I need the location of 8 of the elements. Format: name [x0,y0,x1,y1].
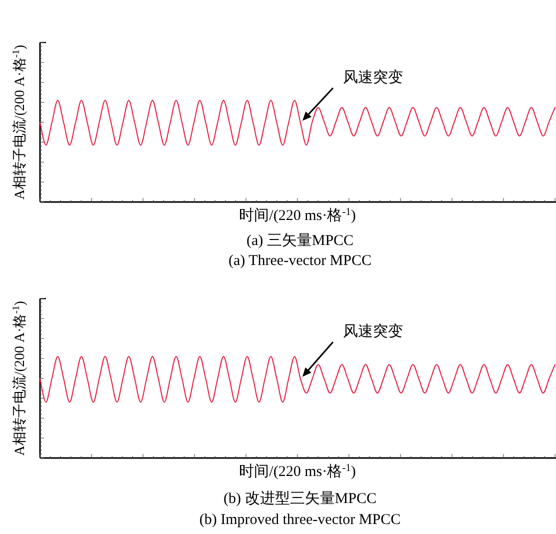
text: 风速突变 [343,69,403,86]
x-axis-title: 时间/(220 ms·格$^{-1}$) [239,462,356,480]
x-axis-title: 时间/(220 ms·格$^{-1}$) [239,206,356,224]
text: (b) Improved three-vector MPCC [199,512,401,528]
text: (a) 三矢量MPCC [246,232,354,249]
text: 风速突变 [343,323,403,340]
text: (b) 改进型三矢量MPCC [224,490,376,507]
text: (a) Three-vector MPCC [228,253,372,269]
